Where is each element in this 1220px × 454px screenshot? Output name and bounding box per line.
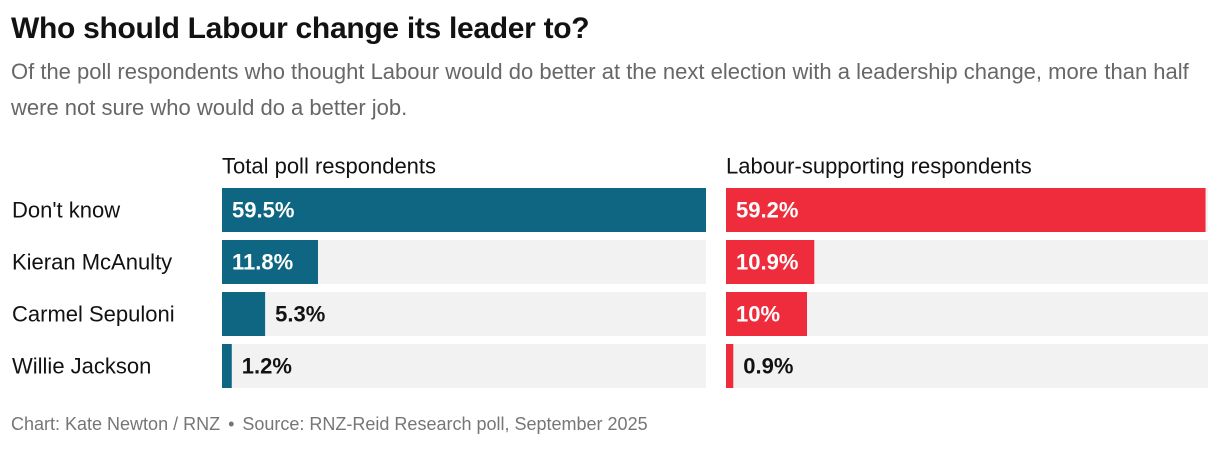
chart-subtitle: Of the poll respondents who thought Labo…: [11, 59, 1189, 120]
chart-credit: Chart: Kate Newton / RNZ: [11, 414, 221, 434]
chart-footer: Chart: Kate Newton / RNZ • Source: RNZ-Rei…: [11, 414, 648, 435]
value-label: 10%: [736, 302, 780, 327]
value-label: 10.9%: [736, 250, 798, 275]
category-label: Carmel Sepuloni: [12, 302, 175, 327]
category-label: Kieran McAnulty: [12, 250, 172, 275]
chart-title: Who should Labour change its leader to?: [11, 12, 590, 45]
bar: [726, 344, 734, 388]
value-label: 11.8%: [232, 250, 293, 275]
bar: [726, 292, 808, 336]
footer-separator: •: [228, 414, 235, 434]
category-label: Willie Jackson: [12, 354, 151, 379]
value-label: 59.2%: [736, 198, 798, 223]
bar: [222, 292, 266, 336]
series-header: Total poll respondents: [222, 154, 436, 179]
bar-track: [222, 292, 706, 336]
value-label: 0.9%: [743, 354, 793, 379]
bar: [726, 188, 1206, 232]
bar: [726, 240, 815, 284]
bar-track: [222, 344, 706, 388]
value-label: 1.2%: [242, 354, 292, 379]
value-label: 59.5%: [232, 198, 294, 223]
chart-source: Source: RNZ-Reid Research poll, Septembe…: [242, 414, 648, 434]
bar-track: [726, 344, 1208, 388]
bar: [222, 344, 232, 388]
bar: [222, 240, 318, 284]
value-label: 5.3%: [275, 302, 325, 327]
series-header: Labour-supporting respondents: [726, 154, 1032, 179]
bar: [222, 188, 706, 232]
category-label: Don't know: [12, 198, 120, 223]
